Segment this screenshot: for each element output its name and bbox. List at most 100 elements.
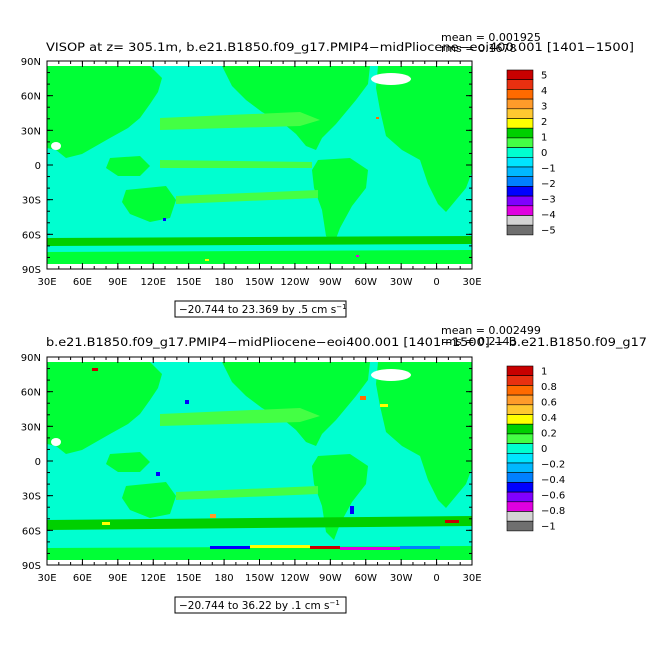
panel-1: VISOP at z= 305.1m, b.e21.B1850.f09_g17.… xyxy=(21,31,634,318)
panel-2-speck-b xyxy=(185,400,189,404)
panel-1-band-south-pacific xyxy=(176,190,318,204)
panel-2-colorbar-label: 1 xyxy=(541,366,547,377)
panel-2-colorbar-cell xyxy=(506,520,534,532)
panel-1-lat-label: 30N xyxy=(21,126,41,137)
panel-2-colorbar-cell xyxy=(506,423,534,435)
panel-1-colorbar-label: 5 xyxy=(541,70,547,81)
panel-2-colorbar-cell xyxy=(506,501,534,512)
panel-2-land-australia xyxy=(122,482,176,518)
panel-1-colorbar-label: 3 xyxy=(541,101,547,112)
panel-2-lon-label: 150E xyxy=(176,573,201,584)
panel-1-colorbar-label: 2 xyxy=(541,117,547,128)
panel-1-colorbar-label: −2 xyxy=(541,179,556,190)
panel-1-land-australia xyxy=(122,186,176,222)
panel-2-colorbar-cell xyxy=(506,394,534,406)
panel-1-lon-label: 150E xyxy=(176,277,201,288)
panel-2-colorbar-cell xyxy=(506,433,534,444)
panel-1-colorbar-cell xyxy=(506,127,534,139)
panel-1-lat-label: 60S xyxy=(22,230,41,241)
panel-2-lon-label: 30E xyxy=(37,573,56,584)
panel-2-colorbar-label: −1 xyxy=(541,522,556,533)
panel-1-lon-label: 30E xyxy=(37,277,56,288)
panel-1-range-label: −20.744 to 23.369 by .5 cm s−1 xyxy=(179,303,347,316)
panel-1-lon-label: 90W xyxy=(319,277,342,288)
panel-1-lon-label: 60W xyxy=(354,277,377,288)
panel-2-lat-label: 90N xyxy=(21,353,41,364)
panel-1-lon-label: 120E xyxy=(141,277,166,288)
panel-1-colorbar-cell xyxy=(506,205,534,216)
panel-1-colorbar-cell xyxy=(506,137,534,148)
panel-2-colorbar-cell xyxy=(506,375,534,386)
panel-2-lon-label: 0 xyxy=(433,573,439,584)
panel-1-lon-label: 120W xyxy=(280,277,309,288)
panel-1-colorbar-cell xyxy=(506,186,534,197)
panel-1-ice-caspian xyxy=(51,142,61,150)
panel-2-colorbar-cell xyxy=(506,462,534,473)
panel-1-band-equator xyxy=(160,160,312,168)
panel-2-title: b.e21.B1850.f09_g17.PMIP4−midPliocene−eo… xyxy=(46,336,647,349)
panel-1-lat-label: 90S xyxy=(22,265,41,276)
panel-1-colorbar-cell xyxy=(506,98,534,110)
panel-2-band-south xyxy=(176,486,318,500)
panel-2-speck-d xyxy=(380,404,388,407)
panel-1-lon-label: 0 xyxy=(433,277,439,288)
panel-1-colorbar-label: −1 xyxy=(541,163,556,174)
panel-2-colorbar-cell xyxy=(506,491,534,503)
panel-1-land-antarctica xyxy=(47,250,472,264)
panel-1-rms: rms = 0.1678 xyxy=(441,42,516,55)
panel-2-lon-label: 60W xyxy=(354,573,377,584)
panel-2-colorbar-cell xyxy=(506,443,534,454)
panel-2-range-frame xyxy=(174,596,347,614)
panel-1-lat-label: 60N xyxy=(21,92,41,103)
panel-2-colorbar-label: −0.2 xyxy=(541,459,565,470)
panel-2-colorbar-cell xyxy=(506,452,534,464)
panel-1-range-box: −20.744 to 23.369 by .5 cm s−1 xyxy=(174,300,347,318)
panel-2-lon-label: 60E xyxy=(73,573,92,584)
panel-1-colorbar-label: −5 xyxy=(541,226,556,237)
panel-2-anom-strip-5 xyxy=(400,546,440,549)
panel-2-speck-g xyxy=(350,506,354,514)
panel-1-land-namerica xyxy=(222,66,370,150)
panel-1-colorbar: 5 4 3 2 1 0 −1 −2 −3 −4 −5 xyxy=(506,69,556,237)
panel-2-colorbar-cell xyxy=(506,385,534,396)
panel-2-lat-label: 90S xyxy=(22,561,41,572)
panel-2-lon-label: 90E xyxy=(108,573,127,584)
panel-2-ice-caspian xyxy=(51,438,61,446)
panel-1-lat-label: 0 xyxy=(35,161,41,172)
panel-1-colorbar-cell xyxy=(506,108,534,119)
panel-1-colorbar-cell xyxy=(506,79,534,90)
panel-2-colorbar-label: 0.4 xyxy=(541,413,557,424)
panel-1-range-frame xyxy=(174,300,347,318)
panel-2-lat-label: 0 xyxy=(35,457,41,468)
panel-2-colorbar-label: −0.8 xyxy=(541,506,565,517)
panel-2-land-africa-europe xyxy=(376,362,472,508)
panel-2-lon-label: 30E xyxy=(462,573,481,584)
panel-2-lon-label: 30W xyxy=(390,573,413,584)
panel-2-lat-label: 30N xyxy=(21,422,41,433)
panel-2-land-namerica xyxy=(222,362,370,446)
panel-2-lon-label: 90W xyxy=(319,573,342,584)
panel-2-speck-h xyxy=(102,522,110,525)
panel-1-colorbar-cell xyxy=(506,89,534,100)
panel-2-anom-strip-3 xyxy=(310,546,340,549)
panel-1-lon-label: 30W xyxy=(390,277,413,288)
panel-1-lon-label: 150W xyxy=(245,277,274,288)
panel-2-colorbar-label: −0.4 xyxy=(541,475,565,486)
panel-1-colorbar-label: 1 xyxy=(541,132,547,143)
panel-2-lon-label: 150W xyxy=(245,573,274,584)
panel-2-anom-strip-2 xyxy=(250,545,310,548)
panel-1-colorbar-cell xyxy=(506,195,534,207)
panel-2-colorbar-cell xyxy=(506,511,534,522)
panel-1-land-asia xyxy=(47,66,162,158)
panel-2-speck-f xyxy=(210,514,216,518)
panel-1-colorbar-label: 0 xyxy=(541,148,547,159)
panel-1-colorbar-cell xyxy=(506,224,534,236)
panel-2-land-maritime xyxy=(106,452,150,472)
panel-2-band-southern xyxy=(47,516,472,530)
panel-1-band-north-pacific xyxy=(160,112,320,130)
panel-2-colorbar-cell xyxy=(506,404,534,415)
panel-2-mean: mean = 0.002499 xyxy=(441,324,541,337)
panel-2: b.e21.B1850.f09_g17.PMIP4−midPliocene−eo… xyxy=(21,324,647,614)
panel-2-lon-label: 120W xyxy=(280,573,309,584)
